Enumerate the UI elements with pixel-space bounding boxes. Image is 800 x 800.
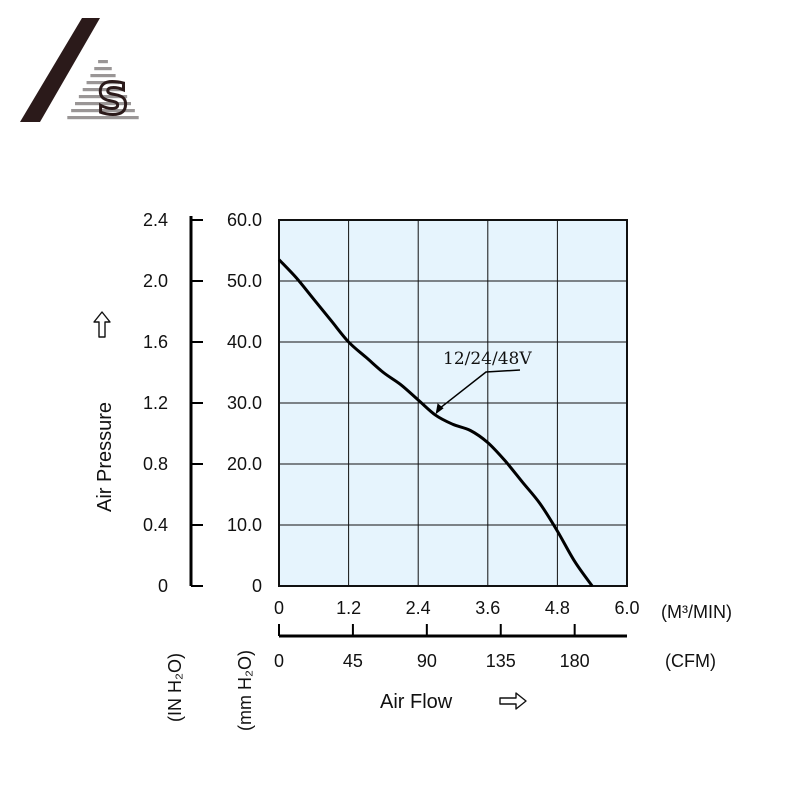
y-tick-label-in: 2.4 [143, 210, 168, 230]
logo-stripe [98, 60, 108, 64]
series-label-leader [438, 369, 521, 410]
x-tick-label-m3: 3.6 [475, 598, 500, 618]
plot-frame [278, 219, 628, 587]
series-label-arrowhead [435, 403, 444, 415]
logo-stripe [78, 95, 128, 99]
y-tick-label-in: 0 [158, 576, 168, 596]
y-tick-label-in: 2.0 [143, 271, 168, 291]
y-tick-label-mm: 40.0 [227, 332, 262, 352]
y-tick-label-mm: 20.0 [227, 454, 262, 474]
x-tick-label-m3: 6.0 [614, 598, 639, 618]
y-unit-inner: (mm H₂O) [235, 650, 255, 731]
logo-stripe [90, 74, 116, 78]
y-tick-label-in: 1.2 [143, 393, 168, 413]
x-tick-label-m3: 4.8 [545, 598, 570, 618]
y-tick-label-mm: 60.0 [227, 210, 262, 230]
up-arrow-icon [93, 311, 111, 338]
y-tick-label-in: 1.6 [143, 332, 168, 352]
y-axis-in-h2o: 0 0.4 0.8 1.2 1.6 2.0 2.4 [143, 210, 168, 596]
x-tick-label-cfm: 45 [343, 651, 363, 671]
brand-logo: S [20, 18, 139, 127]
x-tick-label-cfm: 180 [560, 651, 590, 671]
x-unit-secondary: (CFM) [665, 651, 716, 671]
series-label: 12/24/48V [443, 349, 532, 369]
grid-lines [279, 220, 627, 586]
y-tick-label-mm: 30.0 [227, 393, 262, 413]
logo-striped-triangle [67, 60, 139, 120]
logo-letter: S [97, 74, 129, 125]
y-axis-mm-h2o: 0 10.0 20.0 30.0 40.0 50.0 60.0 [189, 210, 262, 596]
logo-stripe [67, 116, 139, 120]
x-tick-label-m3: 2.4 [406, 598, 431, 618]
y-tick-label-mm: 10.0 [227, 515, 262, 535]
x-unit-primary: (M³/MIN) [661, 602, 732, 622]
x-tick-label-m3: 1.2 [336, 598, 361, 618]
y-tick-label-mm: 50.0 [227, 271, 262, 291]
x-axis-title: Air Flow [380, 691, 453, 713]
y-tick-label-in: 0.4 [143, 515, 168, 535]
x-axis-cfm: 0 45 90 135 180 [274, 624, 627, 671]
logo-dark-stripe [20, 18, 100, 122]
x-tick-label-m3: 0 [274, 598, 284, 618]
y-tick-label-mm: 0 [252, 576, 262, 596]
x-axis-m3-min: 0 1.2 2.4 3.6 4.8 6.0 [274, 598, 640, 618]
y-unit-outer: (IN H₂O) [165, 653, 185, 722]
x-tick-label-cfm: 90 [417, 651, 437, 671]
series-line [277, 258, 594, 587]
logo-stripe [71, 109, 135, 113]
x-tick-label-cfm: 0 [274, 651, 284, 671]
logo-stripe [82, 88, 124, 92]
y-tick-label-in: 0.8 [143, 454, 168, 474]
right-arrow-icon [499, 692, 527, 710]
logo-stripe [86, 81, 120, 85]
logo-stripe [94, 67, 112, 71]
y-axis-title: Air Pressure [94, 402, 116, 512]
x-tick-label-cfm: 135 [486, 651, 516, 671]
logo-stripe [75, 102, 131, 106]
